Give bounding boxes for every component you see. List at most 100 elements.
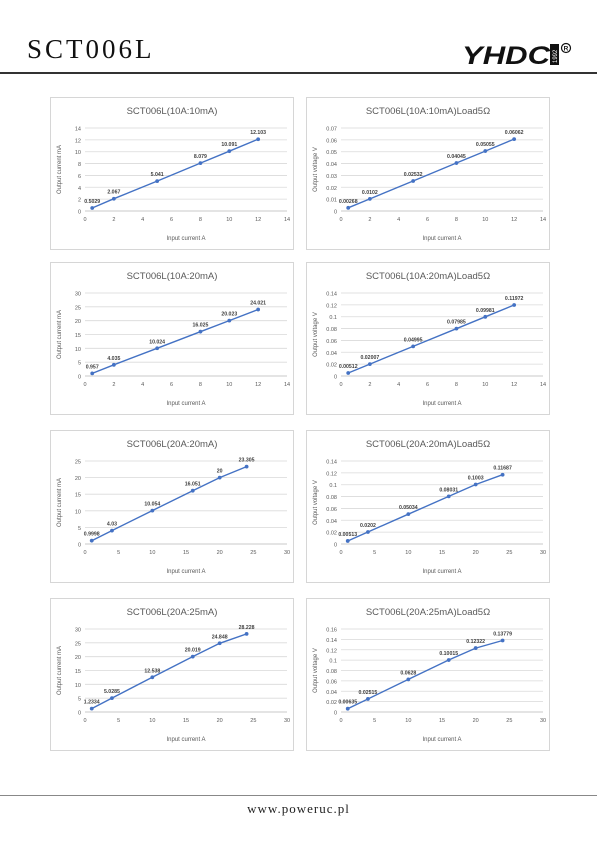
data-label: 10.024 — [149, 339, 165, 345]
data-label: 2.067 — [107, 190, 120, 196]
series-line — [91, 138, 259, 209]
x-tick-label: 25 — [506, 718, 512, 724]
chart-title: SCT006L(10A:20mA)Load5Ω — [366, 271, 490, 282]
data-label: 0.0202 — [360, 523, 376, 529]
y-tick-label: 15 — [75, 333, 81, 339]
y-tick-label: 0.06 — [326, 679, 337, 685]
x-tick-label: 12 — [511, 217, 517, 223]
x-tick-label: 15 — [439, 718, 445, 724]
data-label: 0.06062 — [505, 130, 524, 136]
chart-10a-10ma: SCT006L(10A:10mA) 0 2 4 6 8 10 12 14 0 2 4 6 8 10 12 14 I… — [50, 97, 294, 250]
x-tick-label: 0 — [339, 550, 342, 556]
x-tick-label: 0 — [83, 217, 86, 223]
data-point — [155, 346, 160, 351]
data-point — [345, 706, 350, 711]
data-point — [483, 149, 488, 153]
x-tick-label: 5 — [117, 550, 120, 556]
x-tick-label: 2 — [112, 217, 115, 223]
data-label: 0.02515 — [359, 690, 378, 696]
data-label: 0.05055 — [476, 142, 495, 148]
data-label: 24.021 — [250, 301, 266, 307]
chart-svg: SCT006L(10A:10mA) 0 2 4 6 8 10 12 14 0 2 4 6 8 10 12 14 I… — [57, 106, 290, 242]
series-line — [347, 639, 503, 710]
x-axis-title: Input current A — [166, 236, 205, 242]
chart-10a-10ma-load: SCT006L(10A:10mA)Load5Ω 0 0.01 0.02 0.03 0.04… — [306, 97, 550, 250]
x-axis-title: Input current A — [422, 236, 461, 242]
data-point — [512, 303, 517, 307]
x-axis-title: Input current A — [166, 569, 205, 575]
footer-rule — [0, 795, 597, 796]
x-tick-label: 30 — [540, 550, 546, 556]
data-point — [110, 696, 114, 700]
y-tick-label: 20 — [75, 319, 81, 325]
chart-title: SCT006L(20A:25mA) — [127, 607, 218, 618]
x-tick-label: 14 — [284, 217, 290, 223]
x-tick-label: 0 — [339, 217, 342, 223]
x-tick-label: 10 — [226, 382, 232, 388]
data-label: 0.08031 — [439, 487, 458, 493]
x-tick-label: 15 — [439, 550, 445, 556]
series-line — [347, 304, 515, 374]
data-point — [155, 179, 160, 184]
x-tick-label: 4 — [141, 217, 144, 223]
data-label: 0.0628 — [400, 670, 416, 676]
data-point — [454, 161, 459, 165]
chart-20a-25ma: SCT006L(20A:25mA) 0 5 10 15 20 25 30 0 5 10 15 20 25 3… — [50, 598, 294, 751]
y-tick-label: 10 — [75, 509, 81, 515]
x-tick-label: 25 — [506, 550, 512, 556]
y-tick-label: 0 — [78, 711, 81, 717]
data-point — [244, 632, 249, 636]
footer-url: www.poweruc.pl — [247, 801, 350, 816]
y-tick-label: 0 — [334, 375, 337, 381]
y-tick-label: 25 — [75, 460, 81, 466]
chart-20a-20ma-load: SCT006L(20A:20mA)Load5Ω 0 0.02 0.04 0.06 0.08… — [306, 430, 550, 583]
data-point — [500, 472, 505, 477]
page-title: SCT006L — [27, 34, 155, 64]
data-label: 0.05034 — [399, 505, 418, 511]
chart-svg: SCT006L(10A:10mA)Load5Ω 0 0.01 0.02 0.03 0.04… — [313, 106, 546, 242]
data-label: 12.538 — [144, 668, 160, 674]
y-tick-label: 5 — [78, 526, 81, 532]
chart-title: SCT006L(10A:10mA) — [127, 106, 218, 117]
y-axis-title: Output current mA — [57, 310, 63, 359]
y-tick-label: 0 — [334, 210, 337, 216]
x-tick-label: 12 — [255, 217, 261, 223]
data-label: 16.025 — [192, 323, 208, 329]
chart-svg: SCT006L(10A:20mA)Load5Ω 0 0.02 0.04 0.06 0.08… — [313, 271, 546, 407]
chart-20a-20ma: SCT006L(20A:20mA) 0 5 10 15 20 25 0 5 10 15 20 25 30 I… — [50, 430, 294, 583]
data-point — [90, 371, 95, 376]
chart-title: SCT006L(20A:20mA) — [127, 439, 218, 450]
data-label: 0.957 — [86, 364, 99, 370]
x-tick-label: 20 — [217, 550, 223, 556]
y-tick-label: 4 — [78, 186, 81, 192]
x-tick-label: 4 — [141, 382, 144, 388]
x-tick-label: 15 — [183, 550, 189, 556]
x-tick-label: 5 — [373, 718, 376, 724]
x-axis-title: Input current A — [422, 737, 461, 743]
y-tick-label: 20 — [75, 476, 81, 482]
x-tick-label: 5 — [117, 718, 120, 724]
y-tick-label: 0.02 — [326, 363, 337, 369]
y-tick-label: 0.07 — [326, 127, 337, 133]
x-axis-title: Input current A — [422, 569, 461, 575]
y-tick-label: 0.08 — [326, 495, 337, 501]
data-label: 10.054 — [144, 502, 160, 508]
x-tick-label: 12 — [255, 382, 261, 388]
chart-svg: SCT006L(20A:25mA) 0 5 10 15 20 25 30 0 5 10 15 20 25 3… — [57, 607, 290, 743]
y-tick-label: 0.08 — [326, 327, 337, 333]
y-tick-label: 14 — [75, 127, 81, 133]
x-tick-label: 2 — [368, 382, 371, 388]
data-point — [150, 675, 155, 680]
y-tick-label: 0.01 — [326, 198, 337, 204]
data-point — [111, 362, 116, 367]
data-label: 0.09981 — [476, 308, 495, 314]
chart-title: SCT006L(20A:25mA)Load5Ω — [366, 607, 490, 618]
data-label: 0.5029 — [84, 199, 100, 205]
data-point — [198, 161, 203, 166]
data-point — [500, 638, 505, 643]
data-point — [244, 464, 249, 469]
x-tick-label: 8 — [455, 217, 458, 223]
data-label: 0.9998 — [84, 532, 100, 538]
data-point — [345, 539, 350, 543]
data-label: 28.228 — [239, 625, 255, 631]
